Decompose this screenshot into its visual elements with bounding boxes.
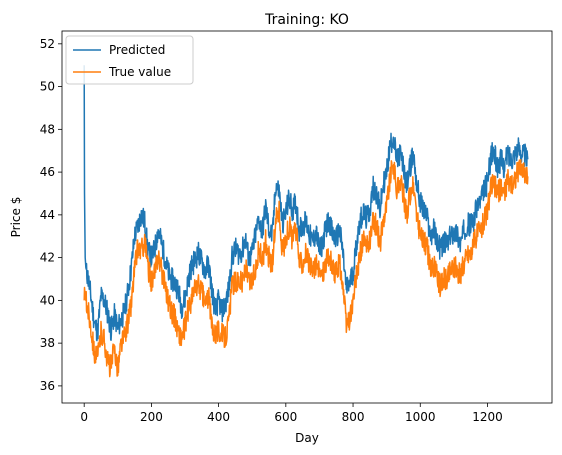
series-line-true-value [83,158,529,378]
chart-title: Training: KO [264,12,349,28]
series-layer [83,65,529,378]
y-axis-label: Price $ [9,197,23,238]
y-tick-label: 48 [40,122,55,136]
x-tick-label: 800 [342,410,365,424]
legend-label-true-value: True value [108,65,171,79]
y-tick-label: 52 [40,37,55,51]
y-tick-label: 40 [40,293,55,307]
x-tick-label: 1200 [472,410,503,424]
plot-area [61,30,553,404]
legend: Predicted True value [65,35,194,85]
x-tick-label: 600 [274,410,297,424]
plot-frame [61,30,553,404]
x-tick-label: 200 [140,410,163,424]
legend-label-predicted: Predicted [109,43,165,57]
y-tick-label: 46 [40,165,55,179]
y-tick-label: 44 [40,208,55,222]
y-tick-label: 38 [40,336,55,350]
x-tick-label: 400 [207,410,230,424]
series-line-predicted [83,65,529,342]
y-axis-ticks: 36 38 40 42 44 46 48 50 52 [40,37,62,393]
y-tick-label: 42 [40,251,55,265]
y-tick-label: 36 [40,379,55,393]
x-axis-ticks: 0 200 400 600 800 1000 1200 [80,403,503,424]
x-tick-label: 1000 [405,410,436,424]
x-axis-label: Day [295,431,319,445]
x-tick-label: 0 [80,410,88,424]
y-tick-label: 50 [40,80,55,94]
